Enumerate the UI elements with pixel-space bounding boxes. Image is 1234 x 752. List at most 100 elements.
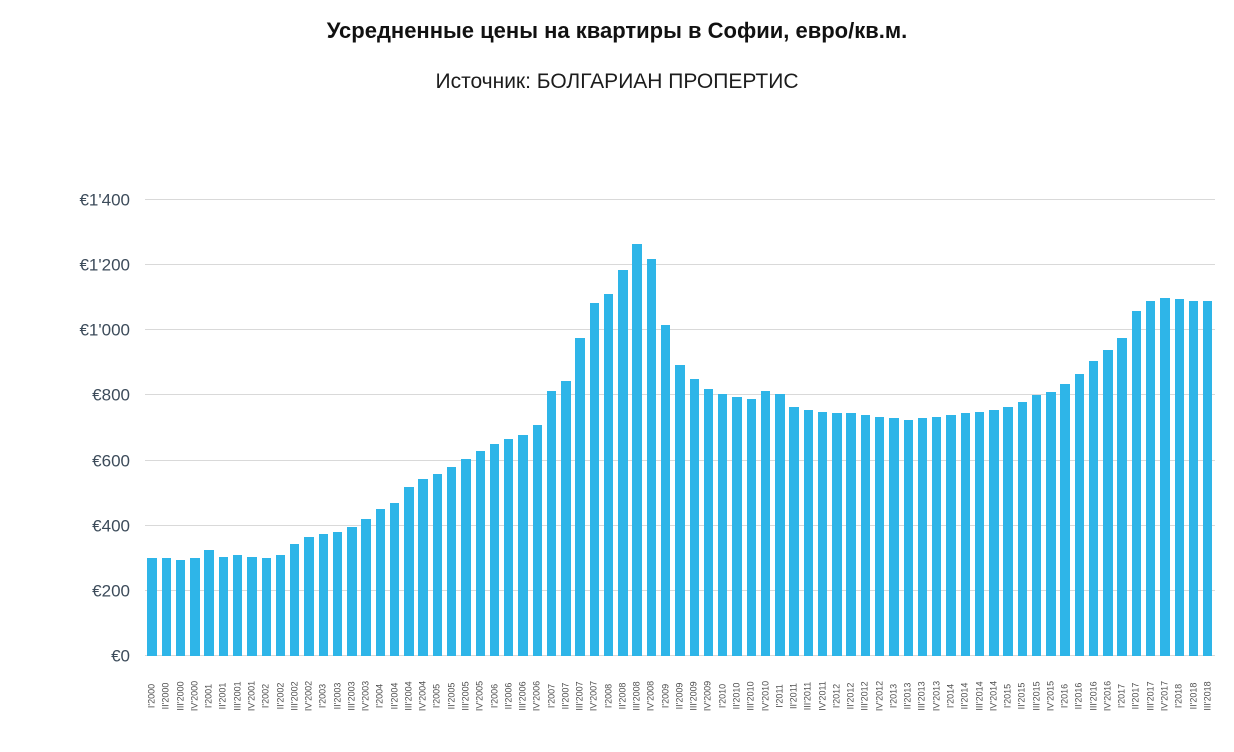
y-tick-label: €0 [111,646,130,666]
bar-slot [216,200,230,656]
x-tick-label: II'2009 [674,682,685,710]
x-tick-label: I'2016 [1059,683,1070,709]
bar [375,509,386,656]
bar [518,434,528,656]
bar [760,390,771,656]
bar-slot [388,200,402,656]
x-tick: I'2006 [487,658,501,738]
bar-slot [174,200,188,656]
x-tick-label: II'2017 [1130,682,1141,710]
y-tick-label: €400 [92,516,130,536]
x-tick-label: I'2008 [603,683,614,709]
x-tick-label: I'2006 [489,683,499,709]
bar [632,243,642,656]
x-tick: III'2007 [573,658,587,738]
bar-slot [1072,200,1086,656]
x-tick: II'2009 [673,658,687,738]
bar [989,410,999,656]
x-tick: IV'2014 [987,658,1001,738]
bar [689,379,699,656]
x-tick: I'2010 [716,658,730,738]
x-tick: IV'2000 [188,658,202,738]
x-tick: I'2001 [202,658,216,738]
x-tick-label: I'2009 [660,683,671,709]
bar-slot [815,200,829,656]
x-tick-label: II'2008 [617,682,628,710]
x-tick: III'2014 [972,658,986,738]
x-tick-label: II'2010 [731,682,742,710]
bar [361,519,371,656]
x-tick: II'2016 [1072,658,1086,738]
bar [290,543,300,656]
bar [233,555,243,656]
bar [732,397,742,656]
x-tick-label: III'2015 [1031,681,1042,711]
bar [703,388,714,656]
x-tick-label: II'2013 [902,682,913,710]
x-tick: IV'2017 [1158,658,1172,738]
bar-slot [459,200,473,656]
bar-slot [159,200,173,656]
bar [1031,395,1042,656]
bar-slot [1044,200,1058,656]
bar-slot [644,200,658,656]
bar [1060,384,1070,656]
x-tick-label: III'2000 [175,681,186,711]
x-tick-label: II'2003 [332,682,343,710]
x-tick-label: III'2013 [916,681,927,711]
bar [404,486,414,656]
x-tick: II'2008 [616,658,630,738]
bar [418,478,428,656]
x-tick-label: IV'2011 [817,681,828,711]
bar-slot [1029,200,1043,656]
bar-slot [516,200,530,656]
gridline [145,264,1215,266]
bar [718,393,728,656]
bar [789,406,799,656]
x-tick-label: II'2011 [788,682,799,710]
x-tick: IV'2009 [701,658,715,738]
x-tick-label: III'2010 [745,681,756,711]
x-tick: III'2017 [1144,658,1158,738]
x-tick: IV'2011 [815,658,829,738]
bar-slot [1186,200,1200,656]
bar [261,558,271,656]
bar-slot [773,200,787,656]
x-tick-label: III'2011 [802,681,813,711]
bar [489,444,500,656]
x-tick: IV'2006 [530,658,544,738]
bar-slot [473,200,487,656]
x-tick-label: II'2018 [1188,682,1199,710]
bar [190,558,200,656]
bar-slot [1201,200,1215,656]
x-tick-label: III'2017 [1145,681,1156,711]
x-tick-label: II'2007 [560,682,571,710]
bar-slot [231,200,245,656]
x-tick: II'2002 [273,658,287,738]
chart-title: Усредненные цены на квартиры в Софии, ев… [326,18,908,43]
bar [746,398,756,656]
x-tick: III'2009 [687,658,701,738]
x-tick: IV'2012 [873,658,887,738]
x-tick-label: III'2001 [232,681,243,711]
bar-slot [701,200,715,656]
x-tick: II'2000 [159,658,173,738]
x-tick-label: I'2011 [774,684,785,708]
bar-slot [559,200,573,656]
bar [932,416,942,656]
x-tick-label: II'2005 [446,682,457,710]
bar [447,467,457,656]
x-tick: II'2007 [559,658,573,738]
bar-slot [958,200,972,656]
bar [218,556,229,656]
bar-slot [887,200,901,656]
bar [1046,392,1056,656]
x-tick-label: IV'2014 [988,680,999,712]
x-tick: I'2012 [830,658,844,738]
bar-slot [987,200,1001,656]
x-tick: IV'2003 [359,658,373,738]
x-tick-label: IV'2008 [645,680,656,712]
bar-slot [145,200,159,656]
x-tick: I'2003 [316,658,330,738]
bar-slot [259,200,273,656]
